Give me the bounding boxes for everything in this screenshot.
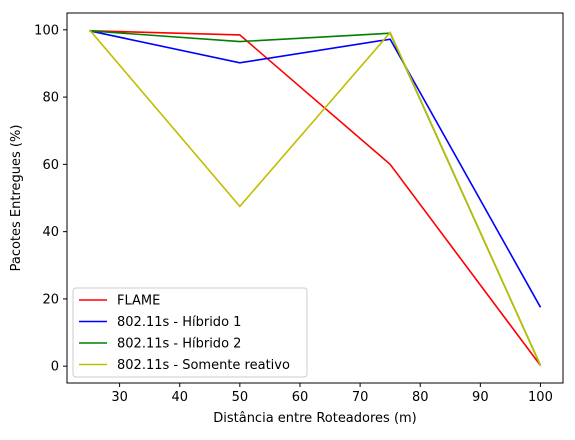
x-tick-label: 30 [111,390,128,405]
x-tick-label: 90 [472,390,489,405]
y-tick-label: 80 [42,91,59,106]
y-tick-label: 0 [51,360,59,375]
y-tick-label: 60 [42,158,59,173]
legend: FLAME 802.11s - Híbrido 1 802.11s - Híbrid… [72,287,308,378]
legend-box [72,287,308,378]
x-tick-label: 40 [171,390,188,405]
y-axis-label: Pacotes Entregues (%) [9,125,24,272]
legend-label-2: 802.11s - Híbrido 1 [117,315,241,330]
legend-label-4: 802.11s - Somente reativo [117,358,290,373]
series-line-2 [89,30,542,308]
x-tick-label: 70 [352,390,369,405]
y-tick-label: 40 [42,225,59,240]
x-tick-label: 80 [412,390,429,405]
legend-label-1: FLAME [117,294,160,309]
x-axis-label: Distância entre Roteadores (m) [213,411,417,426]
x-tick-label: 100 [528,390,553,405]
series-line-1 [89,30,542,366]
series-line-4 [88,29,542,366]
x-tick-label: 50 [232,390,249,405]
x-tick-label: 60 [292,390,309,405]
y-tick-label: 20 [42,292,59,307]
legend-label-3: 802.11s - Híbrido 2 [117,337,241,352]
plot-frame [66,12,564,384]
y-tick-label: 100 [34,23,59,38]
x-axis-ticks: 30 40 50 60 70 80 90 100 [111,383,553,405]
series-layer [88,29,542,366]
y-axis-ticks: 0 20 40 60 80 100 [34,23,67,375]
